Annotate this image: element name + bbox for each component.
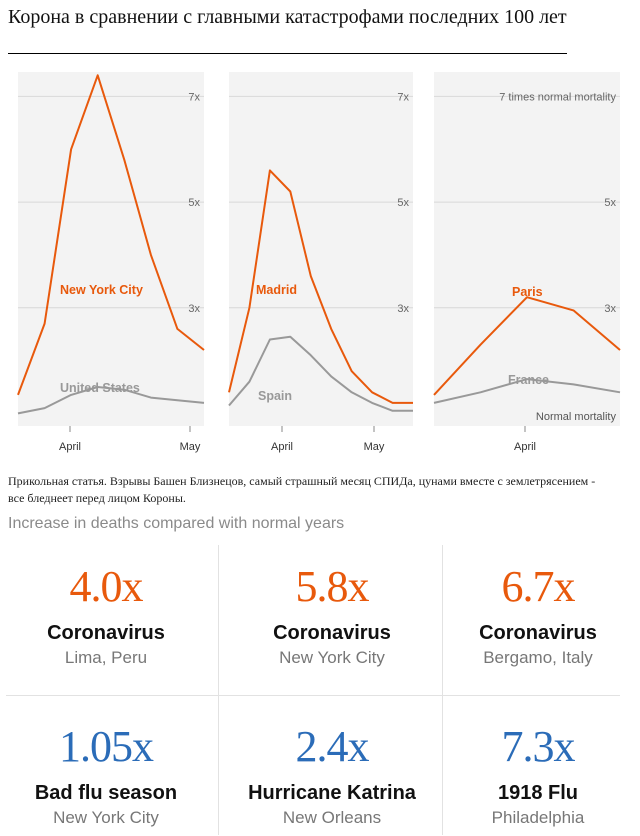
disaster-place: Bergamo, Italy [483, 648, 593, 667]
comparison-card: 1.05x Bad flu season New York City [6, 725, 206, 829]
multiplier-value: 4.0x [69, 562, 144, 611]
comparison-card: 6.7x Coronavirus Bergamo, Italy [456, 565, 620, 669]
x-tick-label: April [271, 441, 293, 453]
comparison-card: 4.0x Coronavirus Lima, Peru [6, 565, 206, 669]
multiplier-value: 6.7x [501, 562, 576, 611]
x-tick-label: May [180, 441, 201, 453]
title-divider [8, 53, 567, 54]
series-label: Spain [258, 389, 292, 403]
disaster-name: Coronavirus [273, 622, 391, 644]
y-tick-label: 3x [188, 303, 200, 315]
series-label: Madrid [256, 283, 297, 297]
article-description: Прикольная статья. Взрывы Башен Близнецо… [8, 474, 596, 505]
comparison-subheading: Increase in deaths compared with normal … [8, 515, 345, 532]
grid-divider-vertical-2 [442, 545, 443, 835]
disaster-name: Coronavirus [479, 622, 597, 644]
disaster-place: New York City [279, 648, 385, 667]
x-tick-label: April [59, 441, 81, 453]
disaster-name: Coronavirus [47, 622, 165, 644]
disaster-place: Lima, Peru [64, 648, 148, 667]
series-line-local [17, 74, 205, 396]
charts-area: 3x 5x 7x New York City United States April May… [0, 62, 640, 462]
page-title: Корона в сравнении с главными катастрофа… [8, 6, 567, 28]
series-line-national [17, 386, 205, 415]
grid-divider-horizontal [6, 695, 620, 696]
comparison-grid: 4.0x Coronavirus Lima, Peru 5.8x Coronav… [6, 545, 620, 835]
y-tick-label: 3x [604, 303, 616, 315]
multiplier-value: 5.8x [295, 562, 370, 611]
disaster-name: Bad flu season [34, 782, 178, 804]
disaster-name: Hurricane Katrina [248, 782, 416, 804]
comparison-card: 2.4x Hurricane Katrina New Orleans [232, 725, 432, 829]
disaster-place: Philadelphia [491, 808, 585, 827]
x-tick-label: May [364, 441, 385, 453]
multiplier-value: 1.05x [59, 722, 154, 771]
comparison-card: 7.3x 1918 Flu Philadelphia [456, 725, 620, 829]
y-tick-label: 5x [604, 197, 616, 209]
grid-divider-vertical-1 [218, 545, 219, 835]
series-label: France [508, 373, 549, 387]
chart-panel-2: 3x 5x 7x Madrid Spain April May [228, 72, 413, 453]
series-label: Paris [512, 285, 543, 299]
series-line-national [228, 335, 413, 412]
chart-panel-3: 3x 5x 7 times normal mortality Normal morta… [433, 72, 621, 453]
series-line-local [433, 296, 621, 396]
multiplier-value: 7.3x [501, 722, 576, 771]
disaster-place: New York City [53, 808, 159, 827]
comparison-card: 5.8x Coronavirus New York City [232, 565, 432, 669]
y-tick-label: 3x [397, 303, 409, 315]
y-tick-label: 7 times normal mortality [499, 91, 616, 103]
chart-panel-background [229, 72, 413, 426]
y-tick-label: 7x [188, 91, 200, 103]
series-label: New York City [60, 283, 143, 297]
chart-panel-background [434, 72, 620, 426]
series-line-local [228, 169, 413, 404]
mortality-charts: 3x 5x 7x New York City United States April May… [17, 72, 621, 453]
x-tick-label: April [514, 441, 536, 453]
disaster-name: 1918 Flu [497, 782, 579, 804]
series-label: United States [60, 381, 140, 395]
chart-panel-background [18, 72, 204, 426]
y-tick-label: 7x [397, 91, 409, 103]
baseline-label: Normal mortality [536, 411, 617, 423]
chart-panel-1: 3x 5x 7x New York City United States April May [17, 72, 205, 453]
series-line-national [433, 378, 621, 404]
disaster-place: New Orleans [282, 808, 382, 827]
y-tick-label: 5x [188, 197, 200, 209]
multiplier-value: 2.4x [295, 722, 370, 771]
y-tick-label: 5x [397, 197, 409, 209]
